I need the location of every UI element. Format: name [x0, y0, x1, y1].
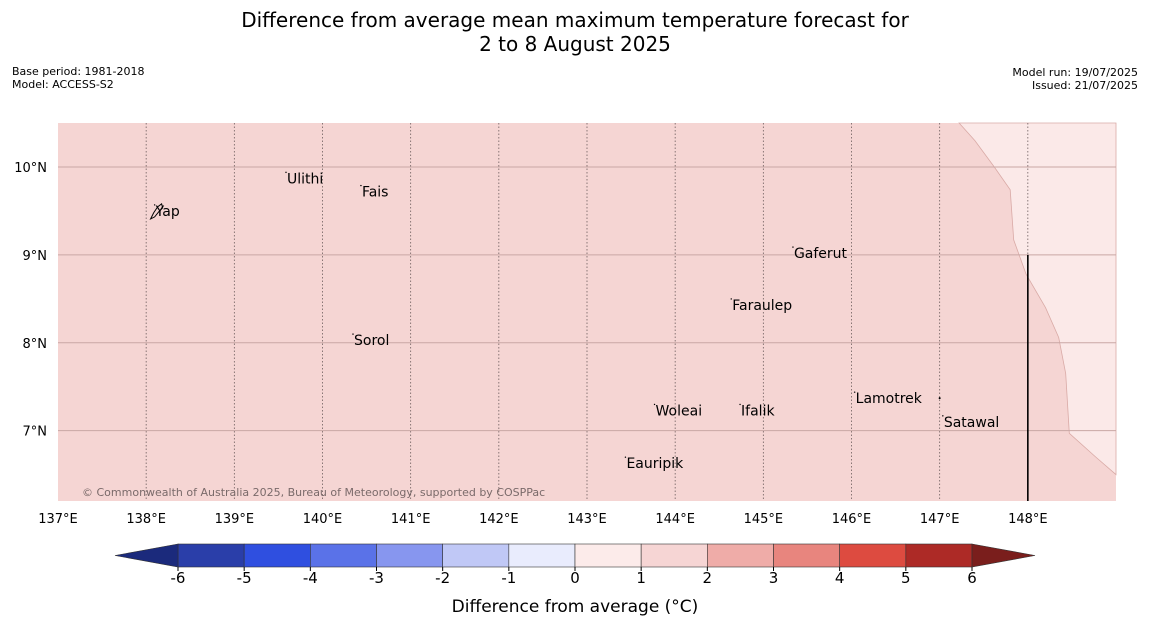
lon-tick-label: 148°E: [1008, 512, 1048, 527]
lon-tick-label: 146°E: [832, 512, 872, 527]
colorbar: -6 -5 -4 -3 -2 -1 0 1 2 3 4 5 6 Difference from avera…: [114, 543, 1036, 617]
lat-tick-label: 7°N: [23, 425, 48, 440]
lon-tick-label: 147°E: [920, 512, 960, 527]
lat-tick-label: 9°N: [23, 249, 48, 264]
colorbar-tick-label: 2: [703, 569, 713, 587]
place-label: Fais: [362, 185, 389, 201]
island-dot: [730, 298, 732, 300]
lon-tick-label: 140°E: [303, 512, 343, 527]
place-label: Eauripik: [626, 456, 684, 472]
island-dot: [360, 184, 362, 187]
lon-tick-label: 145°E: [744, 512, 784, 527]
copyright-text: © Commonwealth of Australia 2025, Bureau…: [82, 486, 545, 499]
lon-tick-label: 139°E: [215, 512, 255, 527]
colorbar-tick-label: -3: [369, 569, 384, 587]
island-dot: [739, 403, 741, 406]
yap-island-outline: [149, 203, 164, 221]
island-dot: [853, 391, 856, 393]
colorbar-tick-label: -1: [501, 569, 516, 587]
anomaly-region-0-to-1: [958, 122, 1117, 476]
lon-tick-label: 141°E: [391, 512, 431, 527]
place-label: Lamotrek: [856, 391, 923, 407]
island-dot: [653, 403, 656, 406]
issued-text: Issued: 21/07/2025: [1031, 79, 1138, 92]
place-label: Ulithi: [287, 171, 323, 187]
colorbar-segment: [310, 543, 377, 568]
lat-tick-label: 8°N: [23, 337, 48, 352]
model-text: Model: ACCESS-S2: [12, 78, 114, 91]
map-title: Difference from average mean maximum tem…: [0, 8, 1150, 56]
colorbar-tick-label: 0: [570, 569, 580, 587]
colorbar-tick-label: 5: [901, 569, 911, 587]
place-label: Gaferut: [794, 246, 848, 262]
title-line-2: 2 to 8 August 2025: [479, 32, 671, 56]
colorbar-segment: [177, 543, 245, 568]
lat-tick-label: 10°N: [14, 161, 47, 176]
colorbar-segment: [707, 543, 774, 568]
colorbar-title: Difference from average (°C): [452, 597, 699, 617]
place-label: Yap: [155, 204, 180, 220]
lon-tick-label: 142°E: [479, 512, 519, 527]
base-period-text: Base period: 1981-2018: [12, 65, 145, 78]
island-dot: [352, 333, 354, 335]
colorbar-segment: [574, 543, 642, 568]
colorbar-segment: [640, 543, 708, 568]
colorbar-tick-label: -6: [171, 569, 186, 587]
place-label: Ifalik: [741, 403, 775, 419]
colorbar-tick-label: 3: [769, 569, 779, 587]
colorbar-tick-label: -5: [237, 569, 252, 587]
island-dot: [153, 204, 156, 206]
colorbar-tick-label: 6: [967, 569, 977, 587]
model-run-text: Model run: 19/07/2025: [1012, 66, 1138, 79]
meta-right: Model run: 19/07/2025 Issued: 21/07/2025: [1012, 66, 1138, 92]
colorbar-under-arrow: [114, 543, 179, 568]
colorbar-segment: [243, 543, 311, 568]
colorbar-segment: [442, 543, 510, 568]
island-dot: [792, 246, 794, 248]
lon-tick-label: 138°E: [126, 512, 166, 527]
colorbar-over-arrow: [971, 543, 1036, 568]
colorbar-segment: [905, 543, 973, 568]
islet-dot: [938, 397, 941, 400]
map-axes: 137°E 138°E 139°E 140°E 141°E 142°E 143°E 144°E…: [14, 161, 1047, 527]
lon-tick-label: 137°E: [38, 512, 78, 527]
place-label: Satawal: [944, 415, 999, 431]
colorbar-segment: [508, 543, 576, 568]
colorbar-segment: [773, 543, 840, 568]
place-label: Faraulep: [732, 298, 792, 314]
island-dot: [285, 171, 287, 174]
lon-tick-label: 143°E: [567, 512, 607, 527]
colorbar-tick-label: -2: [435, 569, 450, 587]
colorbar-tick-label: -4: [303, 569, 318, 587]
colorbar-segment: [376, 543, 443, 568]
lon-tick-label: 144°E: [655, 512, 695, 527]
map-panel: Ulithi Fais Yap Gaferut Faraulep Sorol Lamotre…: [58, 122, 1117, 501]
colorbar-segment: [839, 543, 907, 568]
colorbar-tick-label: 4: [835, 569, 845, 587]
title-line-1: Difference from average mean maximum tem…: [241, 8, 909, 32]
place-label: Woleai: [656, 403, 703, 419]
place-label: Sorol: [354, 333, 389, 349]
meta-left: Base period: 1981-2018 Model: ACCESS-S2: [12, 65, 144, 91]
colorbar-tick-label: 1: [636, 569, 646, 587]
island-dot: [624, 456, 627, 458]
island-dot: [942, 415, 944, 417]
